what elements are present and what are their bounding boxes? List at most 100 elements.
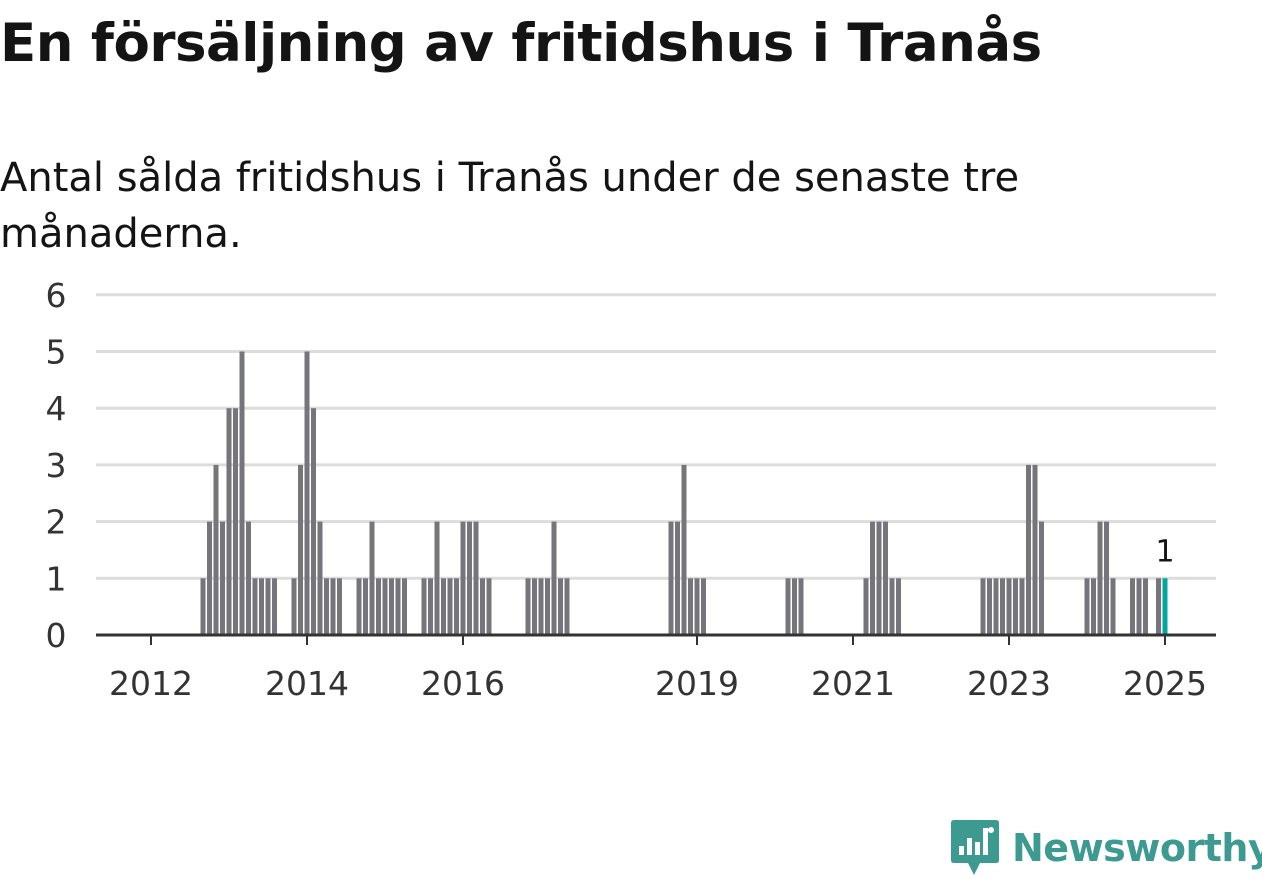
bar [987, 578, 992, 635]
bar [1084, 578, 1090, 635]
bar [701, 578, 706, 635]
y-tick-label: 0 [46, 616, 67, 655]
bar [1130, 578, 1135, 635]
bar-chart: 0 1 2 3 4 5 6 2012 2014 2016 2019 2021 2023 2025 1 [46, 276, 1216, 703]
bar [337, 578, 342, 635]
bar [317, 521, 323, 635]
bar [883, 521, 888, 635]
gridlines [96, 293, 1216, 580]
bar [1156, 578, 1161, 635]
y-tick-label: 6 [46, 276, 67, 315]
bar [369, 521, 375, 635]
x-tick-label: 2021 [811, 664, 895, 703]
bar [486, 578, 492, 635]
bar [798, 578, 804, 635]
x-tick-label: 2019 [655, 664, 739, 703]
bar [1013, 578, 1018, 635]
bar [304, 351, 310, 635]
bar [233, 408, 238, 635]
data-label-background [1155, 532, 1175, 567]
bar [259, 578, 264, 635]
bar [1019, 578, 1025, 635]
bar [545, 578, 550, 635]
bar [1136, 578, 1142, 635]
bar [434, 521, 440, 635]
bar [421, 578, 427, 635]
bar [220, 521, 225, 635]
y-tick-label: 5 [46, 333, 67, 372]
x-tick-label: 2023 [967, 664, 1051, 703]
bar [356, 578, 362, 635]
y-tick-label: 1 [46, 559, 67, 598]
bar [460, 521, 466, 635]
bar [330, 578, 336, 635]
bar [558, 578, 563, 635]
data-label: 1 [1155, 534, 1174, 569]
bar [1104, 521, 1109, 635]
bar [441, 578, 446, 635]
bar [480, 578, 485, 635]
bar [889, 578, 895, 635]
bar [688, 578, 693, 635]
bar [980, 578, 986, 635]
bar [1143, 578, 1148, 635]
bar [896, 578, 901, 635]
brand-logo: Newsworthy [950, 818, 1262, 878]
bar [395, 578, 401, 635]
bar [1097, 521, 1103, 635]
bar [389, 578, 394, 635]
bar [454, 578, 459, 635]
y-tick-label: 3 [46, 446, 67, 485]
bar [668, 521, 674, 635]
chart-title: En försäljning av fritidshus i Tranås [0, 13, 1042, 74]
bar [246, 521, 251, 635]
bar [291, 578, 297, 635]
bar [525, 578, 531, 635]
newsworthy-logo-icon [951, 820, 999, 875]
bar [298, 464, 303, 635]
tick-labels: 0 1 2 3 4 5 6 2012 2014 2016 2019 2021 2023 2025 1 [46, 276, 1207, 703]
bar [402, 578, 407, 635]
bar [870, 521, 875, 635]
bar [993, 578, 999, 635]
bar [532, 578, 537, 635]
x-tick-label: 2014 [265, 664, 349, 703]
bar [694, 578, 700, 635]
y-tick-label: 2 [46, 503, 67, 542]
bar [200, 578, 206, 635]
bar [467, 521, 472, 635]
bar [551, 521, 557, 635]
bar [213, 464, 219, 635]
bar [207, 521, 212, 635]
bar [376, 578, 381, 635]
bar [538, 578, 544, 635]
x-tick-label: 2016 [421, 664, 505, 703]
bar [382, 578, 388, 635]
bar [564, 578, 570, 635]
bar [675, 521, 680, 635]
bar [863, 578, 869, 635]
bar [792, 578, 797, 635]
bar [1006, 578, 1012, 635]
bar [226, 408, 232, 635]
bar [1091, 578, 1096, 635]
bar [1110, 578, 1116, 635]
bar [1032, 464, 1038, 635]
bar [876, 521, 882, 635]
bar [1000, 578, 1005, 635]
bar [272, 578, 277, 635]
x-tick-label: 2012 [109, 664, 193, 703]
bar [265, 578, 271, 635]
bar [363, 578, 368, 635]
bar [785, 578, 791, 635]
bars [200, 351, 1168, 635]
bar [447, 578, 453, 635]
bar [311, 408, 316, 635]
bar [252, 578, 258, 635]
bar [1026, 464, 1031, 635]
chart-subtitle: Antal sålda fritidshus i Tranås under de… [0, 155, 1020, 257]
x-tick-label: 2025 [1123, 664, 1207, 703]
y-tick-label: 4 [46, 389, 67, 428]
bar [681, 464, 687, 635]
highlight-bar [1162, 578, 1168, 635]
